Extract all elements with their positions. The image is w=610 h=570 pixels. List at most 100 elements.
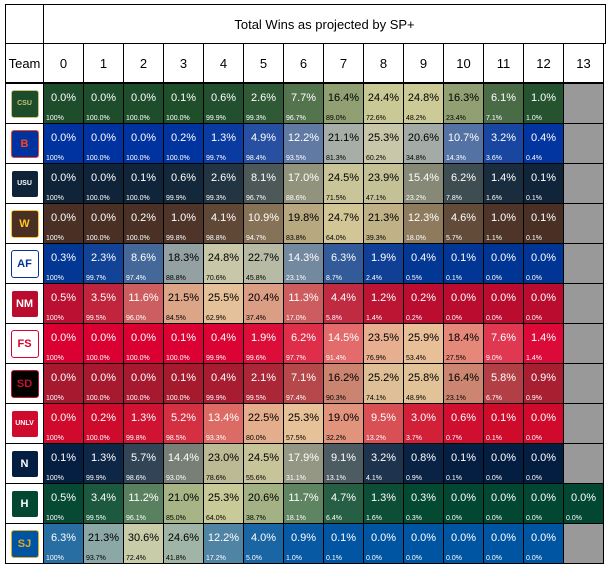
cumulative-probability: 100.0% xyxy=(126,355,150,362)
win-probability-cell: 11.7% 18.1% xyxy=(283,483,324,524)
win-probability-cell: 4.6% 5.7% xyxy=(443,203,484,244)
win-probability-cell: 25.3% 64.0% xyxy=(203,483,244,524)
win-probability-cell: 0.0% 100.0% xyxy=(123,363,164,404)
cumulative-probability: 39.3% xyxy=(366,235,386,242)
win-probability: 6.3% xyxy=(330,252,357,264)
win-probability: 1.0% xyxy=(170,212,197,224)
win-probability: 18.4% xyxy=(447,332,480,344)
cumulative-probability: 100% xyxy=(46,275,64,282)
win-probability-cell: 11.6% 96.0% xyxy=(123,283,164,324)
cumulative-probability: 96.1% xyxy=(126,515,146,522)
win-probability: 0.8% xyxy=(410,452,437,464)
win-probability-cell: 0.4% 99.9% xyxy=(203,323,244,364)
win-probability: 0.0% xyxy=(490,452,517,464)
win-probability-cell: 0.0% 0.0% xyxy=(523,523,564,564)
cumulative-probability: 99.9% xyxy=(166,195,186,202)
win-probability-cell: 4.9% 98.4% xyxy=(243,123,284,164)
win-probability: 1.3% xyxy=(90,452,117,464)
win-probability-cell: 0.0% 0.0% xyxy=(363,523,404,564)
win-probability: 0.0% xyxy=(90,212,117,224)
win-probability: 0.0% xyxy=(130,332,157,344)
win-probability: 0.0% xyxy=(50,212,77,224)
cumulative-probability: 78.6% xyxy=(206,475,226,482)
win-probability-cell: 0.1% 0.1% xyxy=(523,203,564,244)
win-probability: 2.6% xyxy=(250,92,277,104)
win-probability-cell: 24.8% 70.6% xyxy=(203,243,244,284)
win-probability-cell: 21.3% 39.3% xyxy=(363,203,404,244)
win-probability-cell: 1.2% 1.4% xyxy=(363,283,404,324)
win-probability: 0.1% xyxy=(530,212,557,224)
win-probability-cell: 0.1% 100.0% xyxy=(163,363,204,404)
cumulative-probability: 31.1% xyxy=(286,475,306,482)
win-probability: 0.3% xyxy=(50,252,77,264)
cumulative-probability: 17.0% xyxy=(286,315,306,322)
cumulative-probability: 99.6% xyxy=(246,355,266,362)
column-header-7: 7 xyxy=(323,43,364,83)
win-probability: 0.0% xyxy=(50,92,77,104)
win-probability-cell: 1.3% 1.6% xyxy=(363,483,404,524)
cumulative-probability: 98.4% xyxy=(246,155,266,162)
win-probability-cell: 24.5% 55.6% xyxy=(243,443,284,484)
win-probability-cell: 0.0% 0.0% xyxy=(483,523,524,564)
cumulative-probability: 0.1% xyxy=(526,235,542,242)
cumulative-probability: 74.1% xyxy=(366,395,386,402)
win-probability-cell: 0.0% 0.0% xyxy=(443,483,484,524)
win-probability: 25.3% xyxy=(207,492,240,504)
win-probability-cell: 3.5% 99.5% xyxy=(83,283,124,324)
win-probability: 10.9% xyxy=(247,212,280,224)
cumulative-probability: 7.1% xyxy=(486,115,502,122)
cumulative-probability: 100.0% xyxy=(166,395,190,402)
win-probability: 17.0% xyxy=(287,172,320,184)
cumulative-probability: 32.2% xyxy=(326,435,346,442)
win-probability: 0.0% xyxy=(50,132,77,144)
win-probability-cell: 24.6% 41.8% xyxy=(163,523,204,564)
win-probability: 21.3% xyxy=(367,212,400,224)
cumulative-probability: 0.0% xyxy=(566,515,582,522)
win-probability: 23.0% xyxy=(207,452,240,464)
win-probability-cell: 0.5% 100% xyxy=(43,283,84,324)
cumulative-probability: 0.1% xyxy=(326,555,342,562)
win-probability-cell: 2.6% 99.3% xyxy=(203,163,244,204)
win-probability-cell: 0.0% 0.0% xyxy=(443,283,484,324)
cumulative-probability: 0.5% xyxy=(406,275,422,282)
cumulative-probability: 34.8% xyxy=(406,155,426,162)
win-probability: 0.0% xyxy=(130,372,157,384)
win-probability: 0.4% xyxy=(410,252,437,264)
win-probability-cell: 20.4% 37.4% xyxy=(243,283,284,324)
win-probability: 0.0% xyxy=(450,532,477,544)
win-probability-cell: 0.0% 0.0% xyxy=(523,443,564,484)
win-probability-cell: 11.2% 96.1% xyxy=(123,483,164,524)
cumulative-probability: 76.9% xyxy=(366,355,386,362)
win-probability: 14.3% xyxy=(287,252,320,264)
win-probability-cell: 0.0% 100% xyxy=(43,403,84,444)
cumulative-probability: 81.3% xyxy=(326,155,346,162)
win-probability-cell: 25.2% 74.1% xyxy=(363,363,404,404)
win-probability: 4.9% xyxy=(250,132,277,144)
win-probability: 21.5% xyxy=(167,292,200,304)
win-probability-cell: 20.6% 34.8% xyxy=(403,123,444,164)
win-probability: 5.7% xyxy=(130,452,157,464)
column-header-11: 11 xyxy=(483,43,524,83)
win-probability: 0.6% xyxy=(450,412,477,424)
win-probability-cell: 7.1% 97.4% xyxy=(283,363,324,404)
win-probability-cell: 0.1% 0.1% xyxy=(323,523,364,564)
cumulative-probability: 93.3% xyxy=(206,435,226,442)
win-probability-cell: 0.9% 1.0% xyxy=(283,523,324,564)
cumulative-probability: 0.0% xyxy=(406,555,422,562)
win-probability: 21.0% xyxy=(167,492,200,504)
win-probability-cell: 2.6% 99.3% xyxy=(243,83,284,124)
cumulative-probability: 1.6% xyxy=(366,515,382,522)
win-probability: 0.0% xyxy=(50,372,77,384)
win-probability-cell: 0.6% 99.9% xyxy=(203,83,244,124)
cumulative-probability: 8.7% xyxy=(326,275,342,282)
win-probability-cell: 1.4% 1.4% xyxy=(523,323,564,364)
win-probability: 0.0% xyxy=(50,172,77,184)
cumulative-probability: 98.6% xyxy=(126,475,146,482)
win-probability-cell: 0.0% 100.0% xyxy=(83,323,124,364)
win-probability: 16.4% xyxy=(447,372,480,384)
win-probability-cell: 20.6% 38.7% xyxy=(243,483,284,524)
win-probability: 24.5% xyxy=(247,452,280,464)
win-probability-cell: 13.4% 93.3% xyxy=(203,403,244,444)
win-probability: 0.0% xyxy=(490,292,517,304)
